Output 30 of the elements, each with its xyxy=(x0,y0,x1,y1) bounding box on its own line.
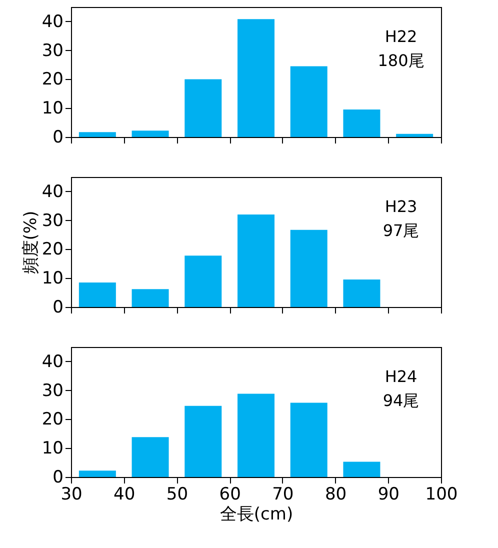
y-tick-label: 10 xyxy=(42,268,64,289)
annotation: H23 xyxy=(384,197,418,216)
y-tick-label: 0 xyxy=(52,298,64,318)
y-tick-label: 30 xyxy=(42,210,64,231)
y-tick-label: 20 xyxy=(42,70,64,90)
x-tick-label: 40 xyxy=(114,484,136,504)
x-tick-label: 100 xyxy=(425,484,458,504)
x-tick-label: 80 xyxy=(324,484,347,504)
annotation: 94尾 xyxy=(382,391,420,410)
y-tick-label: 20 xyxy=(42,410,64,430)
y-tick-label: 10 xyxy=(42,438,64,459)
y-tick-label: 10 xyxy=(42,98,64,119)
x-tick-label: 60 xyxy=(219,484,241,504)
y-tick-label: 40 xyxy=(42,352,64,372)
x-tick-label: 70 xyxy=(272,484,294,504)
x-axis-title: 全長(cm) xyxy=(220,504,294,524)
y-tick-label: 30 xyxy=(42,40,64,61)
y-tick-label: 40 xyxy=(42,12,64,32)
y-tick-label: 0 xyxy=(52,128,64,148)
annotation: 97尾 xyxy=(382,221,420,240)
y-tick-label: 40 xyxy=(42,182,64,202)
y-tick-label: 20 xyxy=(42,240,64,260)
x-tick-label: 90 xyxy=(378,484,400,504)
x-tick-label: 50 xyxy=(166,484,188,504)
y-tick-label: 30 xyxy=(42,380,64,401)
annotation: H22 xyxy=(384,27,418,46)
annotation: 180尾 xyxy=(378,51,424,70)
annotation: H24 xyxy=(384,367,418,386)
y-tick-label: 0 xyxy=(52,468,64,488)
y-axis-title: 頻度(%) xyxy=(20,210,41,274)
